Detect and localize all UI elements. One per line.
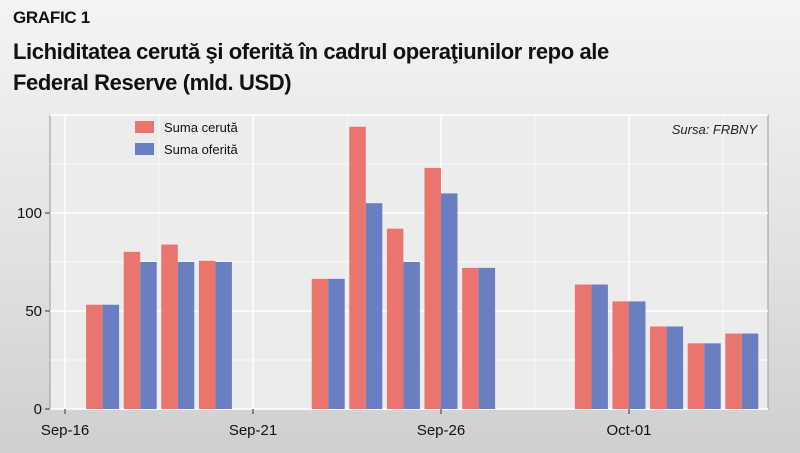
bar-demanded bbox=[86, 304, 103, 409]
x-tick-label: Sep-21 bbox=[229, 422, 277, 439]
bar-offered bbox=[177, 262, 195, 409]
bar-demanded bbox=[311, 278, 329, 409]
x-tick-label: Sep-26 bbox=[417, 422, 465, 439]
bar-offered bbox=[704, 343, 721, 409]
bar-offered bbox=[403, 262, 420, 409]
bar-offered bbox=[215, 262, 232, 409]
bar-demanded bbox=[424, 167, 441, 409]
bars bbox=[86, 126, 759, 409]
legend-swatch-offered bbox=[135, 143, 154, 155]
bar-offered bbox=[591, 284, 608, 409]
tick-labels: 0 50 100 Sep-16 Sep-21 Sep-26 Oct-01 bbox=[17, 205, 652, 439]
source-note: Sursa: FRBNY bbox=[672, 122, 759, 137]
bar-offered bbox=[328, 278, 345, 409]
y-tick-label: 50 bbox=[25, 303, 42, 320]
legend-swatch-demanded bbox=[135, 121, 154, 133]
chart-title-line-2: Federal Reserve (mld. USD) bbox=[13, 70, 292, 95]
bar-offered bbox=[666, 326, 684, 409]
bar-demanded bbox=[161, 244, 178, 409]
bar-offered bbox=[102, 304, 120, 409]
bar-demanded bbox=[123, 251, 141, 409]
figure-label: GRAFIC 1 bbox=[13, 8, 90, 27]
bar-demanded bbox=[612, 301, 629, 409]
chart-title: Lichiditatea cerută şi oferită în cadrul… bbox=[13, 36, 783, 98]
y-tick-label: 0 bbox=[34, 401, 42, 418]
bar-offered bbox=[441, 193, 458, 409]
bar-demanded bbox=[198, 260, 216, 409]
legend: Suma cerută Suma oferită bbox=[135, 120, 238, 157]
axes bbox=[45, 212, 630, 414]
bar-demanded bbox=[687, 343, 705, 409]
bar-offered bbox=[140, 262, 157, 409]
bar-demanded bbox=[462, 267, 479, 409]
y-tick-label: 100 bbox=[17, 205, 42, 222]
bar-offered bbox=[478, 267, 496, 409]
chart-title-line-1: Lichiditatea cerută şi oferită în cadrul… bbox=[13, 39, 609, 64]
x-tick-label: Oct-01 bbox=[606, 422, 651, 439]
bar-offered bbox=[365, 203, 383, 409]
bar-offered bbox=[629, 301, 646, 409]
bar-offered bbox=[741, 333, 759, 409]
bar-demanded bbox=[650, 326, 667, 409]
bar-demanded bbox=[725, 333, 742, 409]
legend-label-offered: Suma oferită bbox=[164, 142, 238, 157]
bar-demanded bbox=[349, 126, 366, 409]
bar-demanded bbox=[574, 284, 592, 409]
x-tick-label: Sep-16 bbox=[41, 422, 89, 439]
bar-demanded bbox=[386, 228, 404, 409]
legend-label-demanded: Suma cerută bbox=[164, 120, 238, 135]
